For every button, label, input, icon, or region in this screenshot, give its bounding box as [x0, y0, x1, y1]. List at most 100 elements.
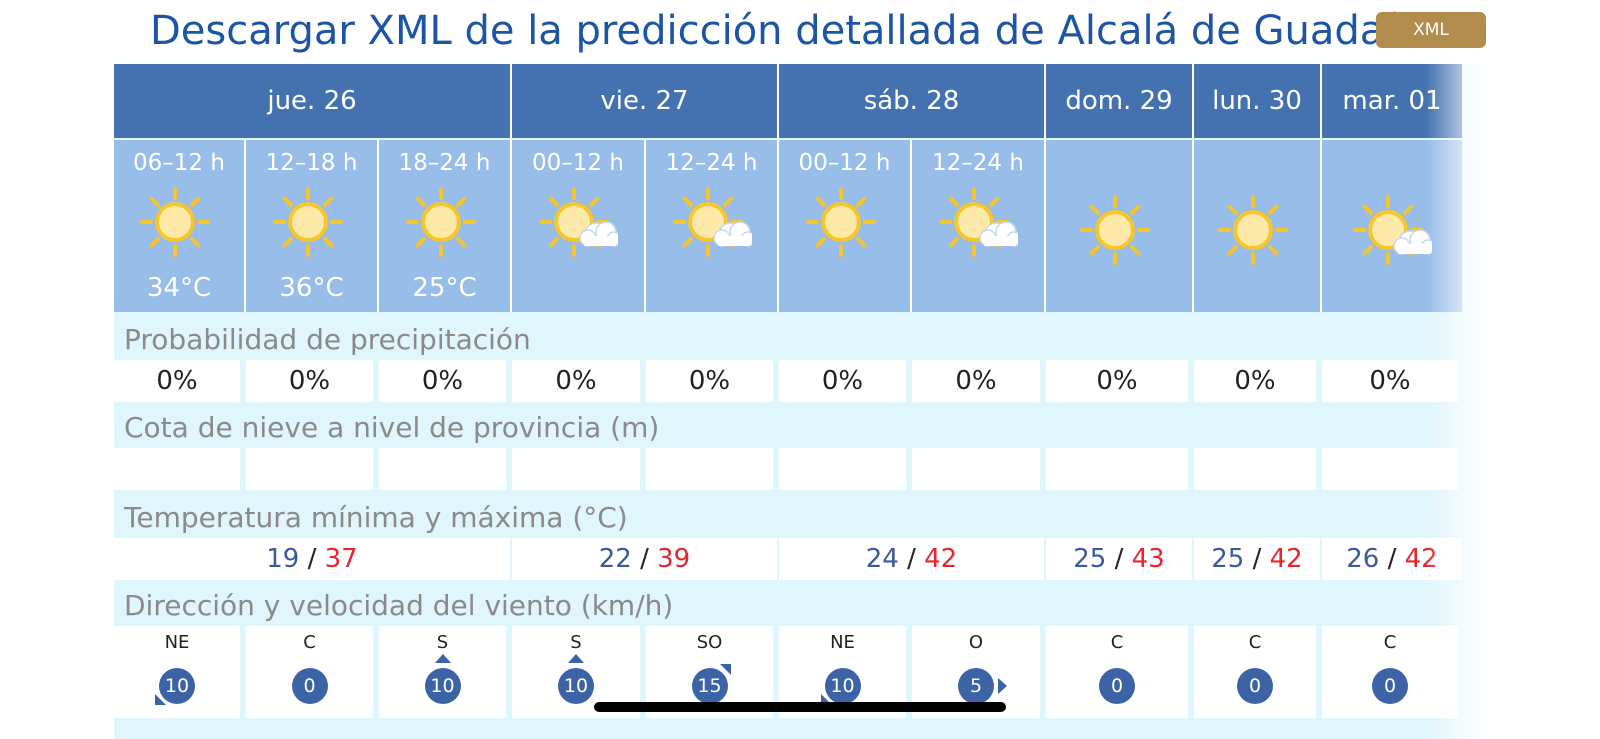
period-cell[interactable]: 12–24 h [644, 140, 777, 312]
wind-direction: SO [696, 632, 723, 653]
temp-separator: / [1114, 544, 1124, 574]
temp-separator: / [1252, 544, 1262, 574]
wind-arrow-icon [820, 694, 832, 705]
precip-cell: 0% [114, 360, 240, 402]
period-temp: 36°C [279, 273, 344, 303]
period-cell[interactable]: 12–18 h 36°C [244, 140, 377, 312]
wind-direction: S [570, 632, 582, 653]
temp-min: 22 [598, 544, 632, 574]
period-label: 12–18 h [265, 150, 358, 176]
day-header[interactable]: jue. 26 [114, 64, 510, 138]
wind-arrow-icon [998, 678, 1007, 694]
temp-section-label: Temperatura mínima y máxima (°C) [124, 501, 628, 534]
snow-level-cell [379, 448, 506, 490]
period-cell[interactable]: 06–12 h 34°C [114, 140, 244, 312]
snow-level-cell [646, 448, 773, 490]
wind-direction: C [1248, 632, 1262, 653]
wind-speed-badge: 5 [958, 668, 994, 704]
day-header[interactable]: dom. 29 [1044, 64, 1192, 138]
period-label: 00–12 h [798, 150, 891, 176]
temp-separator: / [640, 544, 649, 574]
xml-download-button[interactable]: XML [1376, 12, 1486, 48]
temp-max: 39 [657, 544, 691, 574]
snow-level-cell [912, 448, 1040, 490]
snow-level-cell [1046, 448, 1188, 490]
sun-icon [272, 184, 352, 264]
wind-speed-badge: 0 [1372, 668, 1408, 704]
temp-min: 26 [1346, 544, 1380, 574]
period-label: 12–24 h [932, 150, 1024, 176]
wind-direction: NE [164, 632, 190, 653]
sun-icon [405, 184, 485, 264]
wind-direction: C [303, 632, 316, 653]
wind-cell: S 10 [379, 626, 506, 718]
temp-min: 25 [1073, 544, 1107, 574]
temp-min-max-cell: 25 / 43 [1046, 538, 1192, 580]
precip-cell: 0% [379, 360, 506, 402]
period-cell[interactable]: 12–24 h [910, 140, 1044, 312]
temp-min-max-cell: 19 / 37 [114, 538, 510, 580]
snow-level-cell [1322, 448, 1458, 490]
snow-level-cell [246, 448, 373, 490]
precip-cell: 0% [1194, 360, 1316, 402]
home-indicator[interactable] [594, 702, 1006, 712]
period-temp: 34°C [146, 273, 212, 303]
wind-speed-badge: 0 [291, 668, 328, 704]
wind-direction: C [1110, 632, 1124, 653]
temp-separator: / [1387, 544, 1397, 574]
temp-separator: / [307, 544, 317, 574]
sun-cloud-icon [1352, 192, 1436, 272]
temp-min-max-cell: 22 / 39 [512, 538, 777, 580]
snow-section-label: Cota de nieve a nivel de provincia (m) [124, 411, 660, 444]
wind-direction: S [436, 632, 449, 653]
period-cell[interactable] [1320, 140, 1462, 312]
temp-separator: / [907, 544, 916, 574]
snow-level-cell [779, 448, 906, 490]
wind-arrow-icon [434, 654, 451, 663]
day-header[interactable]: lun. 30 [1192, 64, 1320, 138]
precip-cell: 0% [646, 360, 773, 402]
snow-level-cell [1194, 448, 1316, 490]
wind-arrow-icon [719, 664, 731, 675]
wind-direction: O [968, 632, 984, 653]
sun-icon [139, 184, 219, 264]
temp-max: 43 [1131, 544, 1165, 574]
wind-speed-badge: 10 [424, 668, 461, 704]
precip-cell: 0% [512, 360, 640, 402]
wind-speed-badge: 0 [1099, 668, 1135, 704]
sun-icon [805, 184, 885, 264]
forecast-table: jue. 26 19 / 37 vie. 27 22 / 39 sáb. 28 24 / … [114, 64, 1486, 739]
temp-min: 24 [865, 544, 899, 574]
period-cell[interactable] [1044, 140, 1192, 312]
temp-min-max-cell: 25 / 42 [1194, 538, 1320, 580]
precip-cell: 0% [912, 360, 1040, 402]
sun-cloud-icon [538, 184, 622, 264]
wind-direction: NE [830, 632, 855, 653]
precip-cell: 0% [779, 360, 906, 402]
precip-cell: 0% [1322, 360, 1458, 402]
temp-max: 42 [1269, 544, 1303, 574]
day-header[interactable]: mar. 01 [1320, 64, 1462, 138]
temp-max: 37 [324, 544, 358, 574]
temp-max: 42 [924, 544, 958, 574]
temp-min: 19 [266, 544, 300, 574]
wind-arrow-icon [155, 694, 166, 705]
precip-cell: 0% [1046, 360, 1188, 402]
day-header[interactable]: sáb. 28 [777, 64, 1044, 138]
day-header[interactable]: vie. 27 [510, 64, 777, 138]
period-cell[interactable] [1192, 140, 1320, 312]
sun-icon [1079, 192, 1159, 272]
period-cell[interactable]: 00–12 h [777, 140, 910, 312]
period-label: 12–24 h [665, 150, 758, 176]
page-title[interactable]: Descargar XML de la predicción detallada… [150, 8, 1437, 54]
snow-level-cell [512, 448, 640, 490]
precip-cell: 0% [246, 360, 373, 402]
period-cell[interactable]: 00–12 h [510, 140, 644, 312]
period-cell[interactable]: 18–24 h 25°C [377, 140, 510, 312]
period-temp: 25°C [412, 273, 477, 303]
wind-speed-badge: 10 [558, 668, 594, 704]
